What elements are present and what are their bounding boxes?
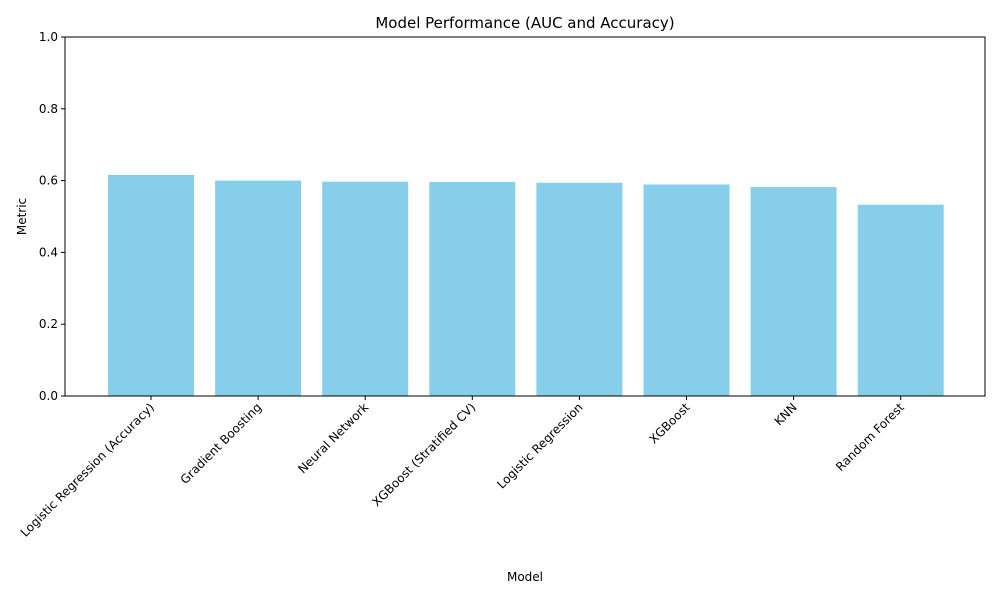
- x-axis-ticks: Logistic Regression (Accuracy) Gradient B…: [18, 396, 907, 540]
- plot-frame: [64, 36, 986, 397]
- y-axis-label: Metric: [15, 198, 29, 235]
- bar-4: [536, 182, 623, 396]
- x-tick-label-3: XGBoost (Stratified CV): [369, 400, 478, 509]
- x-axis-label: Model: [507, 570, 543, 584]
- y-tick-label-5: 1.0: [39, 30, 58, 44]
- y-tick-label-3: 0.6: [39, 174, 58, 188]
- x-tick-label-4: Logistic Regression: [494, 400, 585, 491]
- bar-0: [108, 174, 194, 396]
- bar-7: [857, 204, 944, 396]
- x-tick-label-6: KNN: [772, 400, 800, 428]
- x-tick-label-5: XGBoost: [646, 400, 692, 446]
- x-tick-label-0: Logistic Regression (Accuracy): [18, 400, 157, 539]
- bar-2: [322, 181, 409, 396]
- y-tick-label-1: 0.2: [39, 317, 58, 331]
- bars-group: [108, 174, 944, 396]
- bar-3: [429, 182, 516, 396]
- y-axis-ticks: 0.0 0.2 0.4 0.6 0.8 1.0: [39, 30, 65, 403]
- y-tick-label-0: 0.0: [39, 389, 58, 403]
- bar-1: [215, 180, 302, 396]
- chart-title: Model Performance (AUC and Accuracy): [375, 14, 674, 32]
- bar-6: [750, 187, 837, 396]
- x-tick-label-2: Neural Network: [295, 400, 371, 476]
- y-tick-label-2: 0.4: [39, 245, 58, 259]
- x-tick-label-1: Gradient Boosting: [178, 400, 265, 487]
- x-tick-label-7: Random Forest: [833, 400, 907, 474]
- bar-5: [643, 184, 730, 396]
- y-tick-label-4: 0.8: [39, 102, 58, 116]
